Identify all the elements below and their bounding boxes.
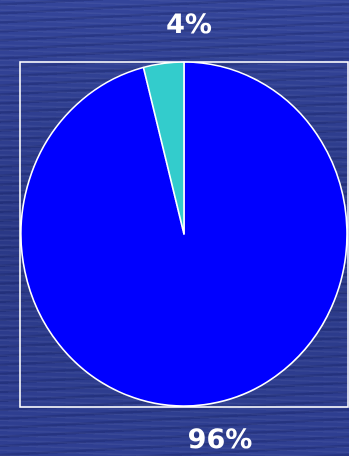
slice-label-96: 96%: [188, 424, 253, 455]
slice-label-4: 4%: [166, 9, 212, 40]
pie-slices: [20, 61, 348, 407]
pie-slice-4-percent: [142, 61, 185, 235]
